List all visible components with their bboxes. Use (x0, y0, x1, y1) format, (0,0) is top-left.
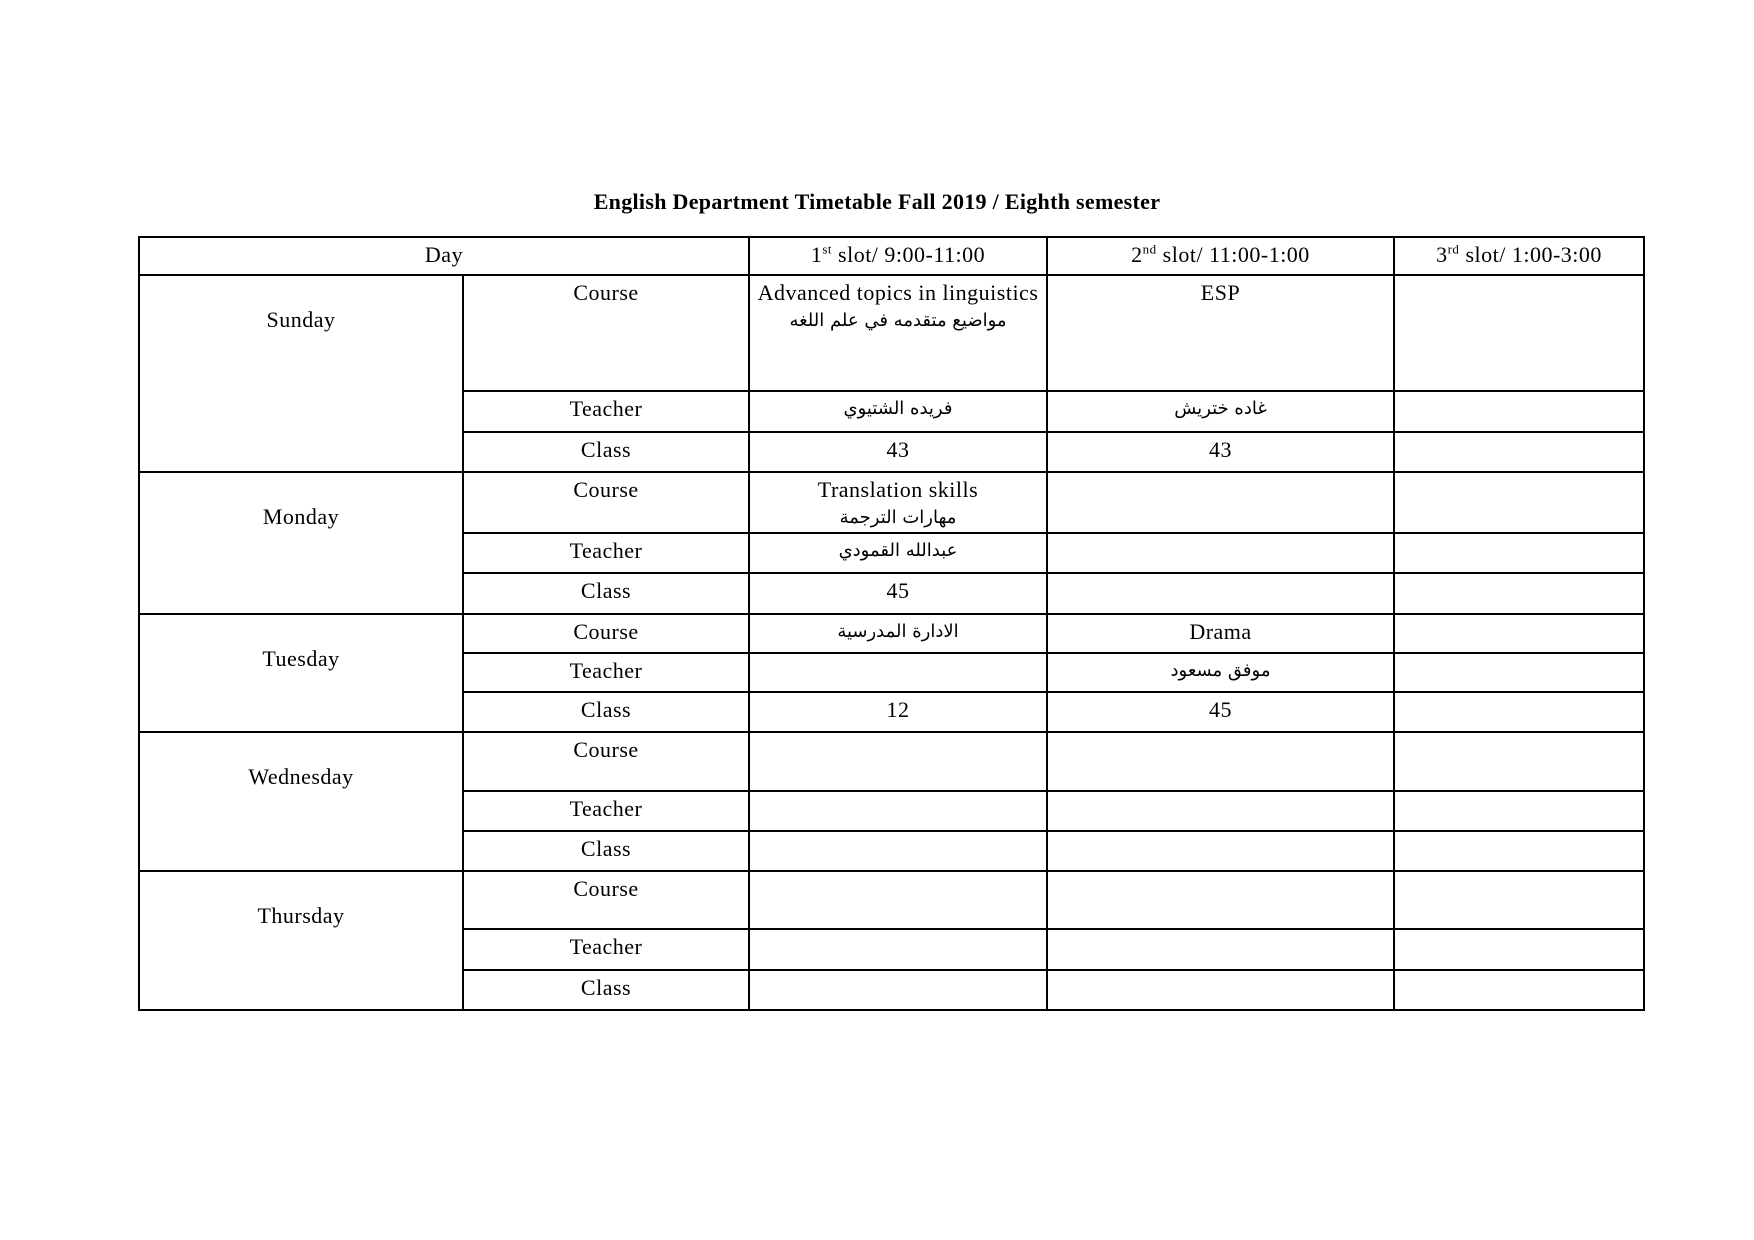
header-slot-3: 3rd slot/ 1:00-3:00 (1393, 236, 1645, 276)
class-cell: 43 (1046, 431, 1395, 473)
header-slot-2: 2nd slot/ 11:00-1:00 (1046, 236, 1395, 276)
table-row: Class (139, 830, 1645, 872)
header-day: Day (138, 236, 750, 276)
teacher-cell (1393, 928, 1645, 971)
row-label-course: Course (462, 274, 750, 392)
teacher-cell (1393, 790, 1645, 832)
class-cell (1393, 572, 1645, 615)
course-name-en: Translation skills (817, 477, 979, 502)
class-cell (1393, 431, 1645, 473)
course-name-en: Advanced topics in linguistics (757, 280, 1039, 305)
course-cell: ESP (1046, 274, 1395, 392)
class-cell (1046, 572, 1395, 615)
table-row: Class 12 45 (139, 691, 1645, 733)
row-label-teacher: Teacher (462, 652, 750, 693)
table-row: Teacher موفق مسعود (139, 652, 1645, 693)
course-cell (1393, 613, 1645, 654)
course-cell (1046, 471, 1395, 534)
header-slot-1: 1st slot/ 9:00-11:00 (748, 236, 1048, 276)
class-cell (1046, 830, 1395, 872)
teacher-cell: موفق مسعود (1046, 652, 1395, 693)
teacher-cell (1393, 532, 1645, 574)
course-name-ar: مهارات الترجمة (839, 507, 957, 528)
row-label-class: Class (462, 691, 750, 733)
teacher-cell (748, 652, 1048, 693)
teacher-name: عبدالله القمودي (838, 540, 958, 561)
class-cell: 45 (1046, 691, 1395, 733)
table-row: Class (139, 969, 1645, 1011)
row-label-course: Course (462, 613, 750, 654)
header-row: Day 1st slot/ 9:00-11:00 2nd slot/ 11:00… (138, 236, 1645, 276)
course-name-ar: الادارة المدرسية (837, 621, 959, 642)
table-row: Teacher فريده الشتيوي غاده ختريش (139, 390, 1645, 433)
table-row: Wednesday Course (138, 731, 1645, 872)
course-cell (1393, 731, 1645, 792)
class-cell (1393, 691, 1645, 733)
document-title: English Department Timetable Fall 2019 /… (593, 189, 1161, 214)
course-cell: الادارة المدرسية (748, 613, 1048, 654)
table-row: Monday Course Translation skills مهارات الت… (138, 471, 1645, 615)
course-cell (1393, 274, 1645, 392)
course-cell (1046, 731, 1395, 792)
teacher-cell (1393, 652, 1645, 693)
teacher-cell: عبدالله القمودي (748, 532, 1048, 574)
row-label-class: Class (462, 969, 750, 1011)
course-name-ar: مواضيع متقدمه في علم اللغه (789, 310, 1007, 331)
teacher-name: غاده ختريش (1174, 398, 1267, 419)
class-cell: 12 (748, 691, 1048, 733)
class-cell (1393, 830, 1645, 872)
row-label-class: Class (462, 572, 750, 615)
day-name: Monday (138, 471, 464, 615)
table-row: Teacher (139, 928, 1645, 971)
teacher-name: موفق مسعود (1170, 660, 1271, 681)
table-row: Thursday Course (138, 870, 1645, 1011)
course-cell (1393, 471, 1645, 534)
table-row: Class 45 (139, 572, 1645, 615)
row-label-course: Course (462, 471, 750, 534)
table-row: Teacher (139, 790, 1645, 832)
day-name: Wednesday (138, 731, 464, 872)
row-label-teacher: Teacher (462, 790, 750, 832)
teacher-cell: غاده ختريش (1046, 390, 1395, 433)
timetable: Day 1st slot/ 9:00-11:00 2nd slot/ 11:00… (138, 236, 1645, 1011)
row-label-class: Class (462, 431, 750, 473)
class-cell: 45 (748, 572, 1048, 615)
row-label-teacher: Teacher (462, 928, 750, 971)
table-row: Class 43 43 (139, 431, 1645, 473)
course-cell: Translation skills مهارات الترجمة (748, 471, 1048, 534)
row-label-teacher: Teacher (462, 390, 750, 433)
teacher-cell: فريده الشتيوي (748, 390, 1048, 433)
row-label-course: Course (462, 870, 750, 930)
course-cell (1046, 870, 1395, 930)
course-cell: Advanced topics in linguistics مواضيع متق… (748, 274, 1048, 392)
teacher-cell (1046, 790, 1395, 832)
teacher-cell (748, 928, 1048, 971)
table-row: Teacher عبدالله القمودي (139, 532, 1645, 574)
day-name: Thursday (138, 870, 464, 1011)
row-label-course: Course (462, 731, 750, 792)
class-cell (748, 830, 1048, 872)
course-cell (748, 731, 1048, 792)
table-row: Sunday Course Advanced topics in linguisti… (138, 274, 1645, 473)
teacher-name: فريده الشتيوي (843, 398, 953, 419)
course-cell (1393, 870, 1645, 930)
teacher-cell (748, 790, 1048, 832)
course-cell: Drama (1046, 613, 1395, 654)
table-row: Tuesday Course الادارة المدرسية Drama (138, 613, 1645, 733)
course-name-en: Drama (1189, 619, 1252, 644)
teacher-cell (1046, 532, 1395, 574)
teacher-cell (1046, 928, 1395, 971)
class-cell (748, 969, 1048, 1011)
row-label-teacher: Teacher (462, 532, 750, 574)
teacher-cell (1393, 390, 1645, 433)
day-name: Tuesday (138, 613, 464, 733)
class-cell (1046, 969, 1395, 1011)
class-cell (1393, 969, 1645, 1011)
course-cell (748, 870, 1048, 930)
row-label-class: Class (462, 830, 750, 872)
class-cell: 43 (748, 431, 1048, 473)
day-name: Sunday (138, 274, 464, 473)
course-name-en: ESP (1200, 280, 1241, 305)
